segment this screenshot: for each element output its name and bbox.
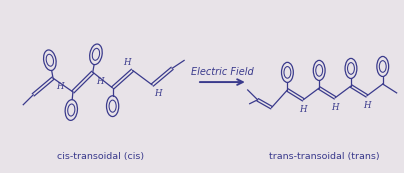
Text: Electric Field: Electric Field xyxy=(191,67,254,77)
Text: H: H xyxy=(363,101,370,110)
Text: trans-transoidal (trans): trans-transoidal (trans) xyxy=(269,152,379,161)
Text: H: H xyxy=(299,105,307,114)
Text: H: H xyxy=(56,83,64,92)
Text: H: H xyxy=(155,89,162,98)
Text: H: H xyxy=(123,58,130,67)
Text: H: H xyxy=(96,77,103,86)
Text: cis-transoidal (cis): cis-transoidal (cis) xyxy=(57,152,144,161)
Text: H: H xyxy=(331,103,339,112)
